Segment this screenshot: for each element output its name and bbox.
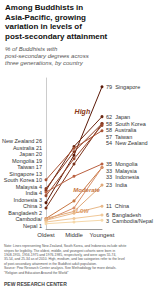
svg-text:of post-secondary attainment i: of post-secondary attainment in the Budd… [4, 262, 97, 266]
svg-text:Nepal 1: Nepal 1 [23, 223, 42, 229]
svg-text:High: High [75, 108, 91, 116]
svg-text:Low: Low [76, 207, 90, 214]
svg-text:Middle: Middle [65, 232, 83, 238]
svg-text:post-secondary degrees across: post-secondary degrees across [4, 53, 89, 59]
svg-text:stripes for legibility. The ol: stripes for legibility. The oldest, midd… [4, 249, 115, 253]
svg-text:35-54, and 25-34 as of 2010. H: 35-54, and 25-34 as of 2010. High, mediu… [4, 257, 125, 261]
svg-text:Asia-Pacific, growing: Asia-Pacific, growing [5, 13, 86, 22]
svg-text:Indonesia 3: Indonesia 3 [14, 197, 42, 203]
svg-text:Youngest: Youngest [90, 232, 115, 238]
svg-text:6 Bangladesh: 6 Bangladesh [106, 212, 141, 218]
svg-text:57 Taiwan: 57 Taiwan [106, 134, 132, 140]
svg-text:Australia 21: Australia 21 [13, 145, 42, 151]
svg-text:58 Australia: 58 Australia [106, 127, 137, 133]
svg-text:South Korea 10: South Korea 10 [4, 177, 42, 183]
svg-text:1908-1955, 1956-1975 and 1976-: 1908-1955, 1956-1975 and 1976-1985, resp… [4, 253, 116, 257]
svg-text:Malaysia 4: Malaysia 4 [16, 184, 42, 190]
svg-text:Note: Lines representing New Z: Note: Lines representing New Zealand, So… [4, 244, 126, 248]
svg-text:Japan 20: Japan 20 [19, 151, 42, 157]
svg-text:Source: Pew Research Center an: Source: Pew Research Center analysis. Se… [4, 266, 117, 270]
svg-text:Bangladesh 2: Bangladesh 2 [8, 210, 42, 216]
svg-text:3 Cambodia/Nepal: 3 Cambodia/Nepal [106, 218, 153, 224]
svg-text:Moderate: Moderate [73, 187, 100, 193]
svg-text:33 Malaysia: 33 Malaysia [106, 168, 138, 174]
svg-text:Among Buddhists in: Among Buddhists in [5, 3, 83, 12]
svg-text:79 Singapore: 79 Singapore [106, 84, 140, 90]
svg-text:Oldest: Oldest [37, 232, 55, 238]
svg-text:% of Buddhists with: % of Buddhists with [5, 46, 58, 52]
svg-text:Mongolia 19: Mongolia 19 [12, 158, 42, 164]
svg-text:Cambodia/: Cambodia/ [15, 216, 42, 222]
svg-text:11 China: 11 China [106, 203, 130, 209]
svg-text:New Zealand 26: New Zealand 26 [2, 138, 42, 144]
svg-text:33 Indonesia: 33 Indonesia [106, 174, 140, 180]
svg-text:Taiwan 17: Taiwan 17 [17, 164, 42, 170]
svg-text:variation in levels of: variation in levels of [5, 22, 82, 31]
svg-text:58 South Korea: 58 South Korea [106, 121, 147, 127]
svg-text:62 Japan: 62 Japan [106, 114, 130, 120]
svg-text:23 India: 23 India [106, 182, 128, 188]
svg-text:PEW RESEARCH CENTER: PEW RESEARCH CENTER [4, 281, 67, 287]
svg-text:China 3: China 3 [23, 203, 42, 209]
svg-text:35 Mongolia: 35 Mongolia [106, 161, 138, 167]
svg-text:India 4: India 4 [25, 190, 42, 196]
svg-text:54 New Zealand: 54 New Zealand [106, 140, 148, 146]
svg-text:Singapore 13: Singapore 13 [9, 171, 42, 177]
svg-text:three generations, by country: three generations, by country [5, 60, 84, 66]
svg-text:"Religion and Education Around: "Religion and Education Around the World… [4, 271, 69, 275]
svg-text:post-secondary attainment: post-secondary attainment [5, 32, 108, 41]
